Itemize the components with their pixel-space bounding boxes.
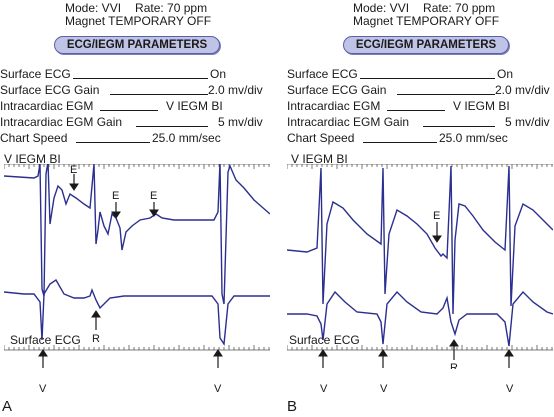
panel-letter: B bbox=[287, 398, 298, 415]
param-value: 25.0 mm/sec bbox=[152, 131, 221, 145]
param-row: Chart Speed 25.0 mm/sec bbox=[0, 130, 268, 146]
marker-r bbox=[449, 339, 459, 360]
pace-v-label: V bbox=[320, 383, 328, 395]
pace-marker-v bbox=[213, 349, 223, 368]
param-label: Surface ECG Gain bbox=[287, 82, 389, 98]
marker-e-1 bbox=[69, 174, 79, 191]
params-list: Surface ECG On Surface ECG Gain 2.0 mv/d… bbox=[0, 66, 268, 146]
marker-e-label: E bbox=[433, 210, 440, 222]
surface-ecg-label: Surface ECG bbox=[10, 333, 81, 347]
marker-e-2 bbox=[111, 202, 121, 219]
pace-marker-v bbox=[38, 349, 48, 368]
pace-v-label: V bbox=[380, 383, 388, 395]
header-status: Mode: VVI Rate: 70 ppm Magnet TEMPORARY … bbox=[353, 2, 499, 28]
params-title-pill: ECG/IEGM PARAMETERS bbox=[343, 36, 509, 54]
marker-e bbox=[432, 222, 442, 243]
param-row: Surface ECG Gain 2.0 mv/div bbox=[0, 82, 268, 98]
pace-marker-v bbox=[318, 349, 328, 368]
param-label: Surface ECG bbox=[0, 66, 73, 82]
pace-v-label: V bbox=[506, 383, 514, 395]
surface-ecg-trace bbox=[287, 290, 553, 347]
param-label: Surface ECG Gain bbox=[0, 82, 102, 98]
mode-label: Mode: VVI bbox=[353, 1, 410, 15]
panel-a: Mode: VVI Rate: 70 ppm Magnet TEMPORARY … bbox=[0, 2, 270, 415]
param-value: On bbox=[497, 67, 514, 81]
param-row: Intracardiac EGM Gain 5 mv/div bbox=[287, 114, 554, 130]
param-label: Chart Speed bbox=[0, 130, 70, 146]
param-label: Intracardiac EGM Gain bbox=[287, 114, 412, 130]
magnet-label: Magnet TEMPORARY OFF bbox=[353, 14, 500, 28]
param-value: V IEGM BI bbox=[453, 99, 510, 113]
param-row: Intracardiac EGM Gain 5 mv/div bbox=[0, 114, 268, 130]
params-title-pill: ECG/IEGM PARAMETERS bbox=[54, 36, 220, 54]
param-value: 5 mv/div bbox=[218, 115, 263, 129]
pace-marker-v bbox=[378, 349, 388, 368]
surface-ecg-label: Surface ECG bbox=[289, 333, 360, 347]
panel-letter: A bbox=[2, 398, 13, 415]
marker-e-3 bbox=[149, 202, 159, 217]
marker-r-label: R bbox=[450, 362, 458, 369]
param-value: 2.0 mv/div bbox=[495, 83, 550, 97]
marker-e-label: E bbox=[150, 190, 157, 202]
marker-e-label: E bbox=[70, 164, 77, 176]
marker-r bbox=[91, 310, 101, 330]
pace-v-label: V bbox=[214, 383, 222, 395]
rhythm-strip: E R Surface ECG bbox=[287, 164, 553, 369]
param-row: Intracardiac EGM V IEGM BI bbox=[0, 98, 268, 114]
mode-label: Mode: VVI bbox=[65, 1, 122, 15]
surface-ecg-trace bbox=[4, 279, 270, 347]
header-status: Mode: VVI Rate: 70 ppm Magnet TEMPORARY … bbox=[65, 2, 211, 28]
rate-label: Rate: 70 ppm bbox=[135, 1, 208, 15]
param-row: Surface ECG On bbox=[0, 66, 268, 82]
iegm-trace bbox=[287, 165, 553, 315]
rate-label: Rate: 70 ppm bbox=[423, 1, 496, 15]
param-label: Intracardiac EGM Gain bbox=[0, 114, 125, 130]
iegm-trace bbox=[4, 164, 270, 305]
pace-marker-v bbox=[504, 349, 514, 368]
param-row: Chart Speed 25.0 mm/sec bbox=[287, 130, 554, 146]
panel-b: Mode: VVI Rate: 70 ppm Magnet TEMPORARY … bbox=[277, 0, 554, 417]
rhythm-strip: E E E R Surface ECG bbox=[4, 164, 270, 369]
tick-rulers bbox=[4, 164, 270, 351]
egm-channel-label: V IEGM BI bbox=[4, 152, 61, 166]
param-row: Surface ECG On bbox=[287, 66, 554, 82]
params-list: Surface ECG On Surface ECG Gain 2.0 mv/d… bbox=[287, 66, 554, 146]
param-label: Chart Speed bbox=[287, 130, 357, 146]
param-row: Intracardiac EGM V IEGM BI bbox=[287, 98, 554, 114]
param-label: Surface ECG bbox=[287, 66, 360, 82]
param-value: 5 mv/div bbox=[505, 115, 550, 129]
magnet-label: Magnet TEMPORARY OFF bbox=[65, 14, 212, 28]
pace-v-label: V bbox=[39, 383, 47, 395]
marker-r-label: R bbox=[92, 333, 100, 345]
param-value: On bbox=[210, 67, 227, 81]
marker-e-label: E bbox=[112, 190, 119, 202]
egm-channel-label: V IEGM BI bbox=[291, 152, 348, 166]
param-label: Intracardiac EGM bbox=[287, 98, 383, 114]
param-row: Surface ECG Gain 2.0 mv/div bbox=[287, 82, 554, 98]
param-value: 25.0 mm/sec bbox=[439, 131, 508, 145]
param-value: 2.0 mv/div bbox=[208, 83, 263, 97]
param-label: Intracardiac EGM bbox=[0, 98, 96, 114]
param-value: V IEGM BI bbox=[166, 99, 223, 113]
